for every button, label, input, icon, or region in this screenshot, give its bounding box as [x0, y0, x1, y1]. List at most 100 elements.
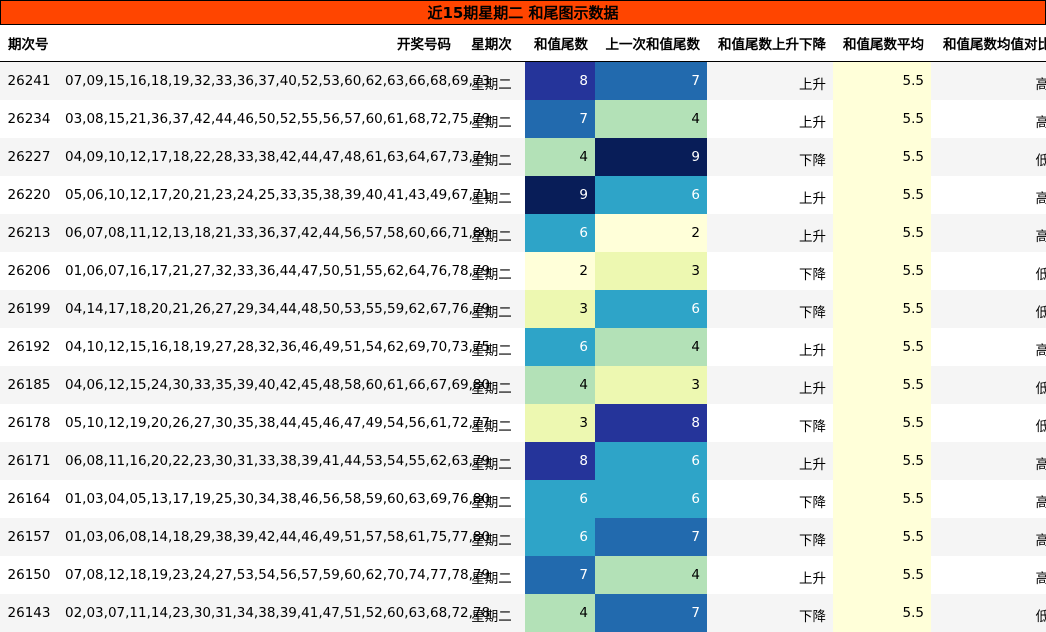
cell-tail: 4	[525, 594, 595, 632]
cell-tail: 7	[525, 556, 595, 594]
cell-compare: 高	[931, 214, 1046, 252]
cell-trend: 下降	[707, 404, 833, 442]
cell-tail: 9	[525, 176, 595, 214]
cell-avg: 5.5	[833, 100, 931, 138]
cell-issue: 26178	[0, 404, 58, 442]
cell-issue: 26143	[0, 594, 58, 632]
cell-numbers: 05,10,12,19,20,26,27,30,35,38,44,45,46,4…	[58, 404, 458, 442]
cell-tail: 2	[525, 252, 595, 290]
cell-trend: 上升	[707, 214, 833, 252]
cell-avg: 5.5	[833, 556, 931, 594]
header-weekday: 星期次	[458, 25, 525, 62]
cell-compare: 低	[931, 290, 1046, 328]
cell-prev-tail: 6	[595, 176, 707, 214]
cell-numbers: 05,06,10,12,17,20,21,23,24,25,33,35,38,3…	[58, 176, 458, 214]
cell-avg: 5.5	[833, 176, 931, 214]
cell-compare: 高	[931, 100, 1046, 138]
cell-issue: 26206	[0, 252, 58, 290]
cell-issue: 26185	[0, 366, 58, 404]
cell-issue: 26164	[0, 480, 58, 518]
cell-prev-tail: 3	[595, 366, 707, 404]
cell-compare: 高	[931, 556, 1046, 594]
cell-tail: 3	[525, 290, 595, 328]
cell-avg: 5.5	[833, 328, 931, 366]
cell-tail: 8	[525, 442, 595, 480]
cell-compare: 高	[931, 480, 1046, 518]
cell-compare: 低	[931, 404, 1046, 442]
cell-numbers: 04,09,10,12,17,18,22,28,33,38,42,44,47,4…	[58, 138, 458, 176]
header-issue: 期次号	[0, 25, 58, 62]
cell-avg: 5.5	[833, 62, 931, 101]
cell-prev-tail: 4	[595, 100, 707, 138]
cell-prev-tail: 4	[595, 556, 707, 594]
cell-prev-tail: 6	[595, 442, 707, 480]
cell-numbers: 01,03,04,05,13,17,19,25,30,34,38,46,56,5…	[58, 480, 458, 518]
cell-avg: 5.5	[833, 480, 931, 518]
cell-issue: 26213	[0, 214, 58, 252]
cell-compare: 高	[931, 328, 1046, 366]
cell-avg: 5.5	[833, 252, 931, 290]
cell-trend: 下降	[707, 480, 833, 518]
cell-trend: 下降	[707, 252, 833, 290]
cell-compare: 高	[931, 442, 1046, 480]
header-tail: 和值尾数	[525, 25, 595, 62]
data-table: 期次号 开奖号码 星期次 和值尾数 上一次和值尾数 和值尾数上升下降 和值尾数平…	[0, 25, 1046, 632]
cell-numbers: 04,10,12,15,16,18,19,27,28,32,36,46,49,5…	[58, 328, 458, 366]
cell-issue: 26150	[0, 556, 58, 594]
cell-avg: 5.5	[833, 404, 931, 442]
cell-tail: 7	[525, 100, 595, 138]
cell-issue: 26234	[0, 100, 58, 138]
cell-avg: 5.5	[833, 290, 931, 328]
cell-prev-tail: 7	[595, 62, 707, 101]
cell-issue: 26157	[0, 518, 58, 556]
cell-prev-tail: 4	[595, 328, 707, 366]
cell-numbers: 06,08,11,16,20,22,23,30,31,33,38,39,41,4…	[58, 442, 458, 480]
cell-numbers: 06,07,08,11,12,13,18,21,33,36,37,42,44,5…	[58, 214, 458, 252]
cell-tail: 8	[525, 62, 595, 101]
cell-avg: 5.5	[833, 442, 931, 480]
cell-compare: 低	[931, 366, 1046, 404]
cell-tail: 4	[525, 138, 595, 176]
cell-compare: 低	[931, 594, 1046, 632]
cell-issue: 26192	[0, 328, 58, 366]
cell-prev-tail: 8	[595, 404, 707, 442]
cell-prev-tail: 7	[595, 518, 707, 556]
table-title: 近15期星期二 和尾图示数据	[0, 0, 1046, 25]
cell-numbers: 04,06,12,15,24,30,33,35,39,40,42,45,48,5…	[58, 366, 458, 404]
cell-avg: 5.5	[833, 138, 931, 176]
cell-compare: 低	[931, 138, 1046, 176]
cell-prev-tail: 2	[595, 214, 707, 252]
cell-trend: 上升	[707, 442, 833, 480]
cell-trend: 上升	[707, 366, 833, 404]
cell-prev-tail: 6	[595, 480, 707, 518]
cell-tail: 6	[525, 480, 595, 518]
cell-tail: 6	[525, 214, 595, 252]
cell-weekday: 星期二	[458, 556, 525, 594]
cell-trend: 上升	[707, 556, 833, 594]
cell-issue: 26171	[0, 442, 58, 480]
cell-tail: 6	[525, 518, 595, 556]
cell-trend: 下降	[707, 518, 833, 556]
cell-tail: 4	[525, 366, 595, 404]
cell-compare: 高	[931, 176, 1046, 214]
cell-issue: 26241	[0, 62, 58, 101]
cell-avg: 5.5	[833, 518, 931, 556]
cell-compare: 高	[931, 518, 1046, 556]
cell-tail: 3	[525, 404, 595, 442]
header-numbers: 开奖号码	[58, 25, 458, 62]
cell-tail: 6	[525, 328, 595, 366]
cell-numbers: 03,08,15,21,36,37,42,44,46,50,52,55,56,5…	[58, 100, 458, 138]
cell-avg: 5.5	[833, 594, 931, 632]
header-avg: 和值尾数平均	[833, 25, 931, 62]
